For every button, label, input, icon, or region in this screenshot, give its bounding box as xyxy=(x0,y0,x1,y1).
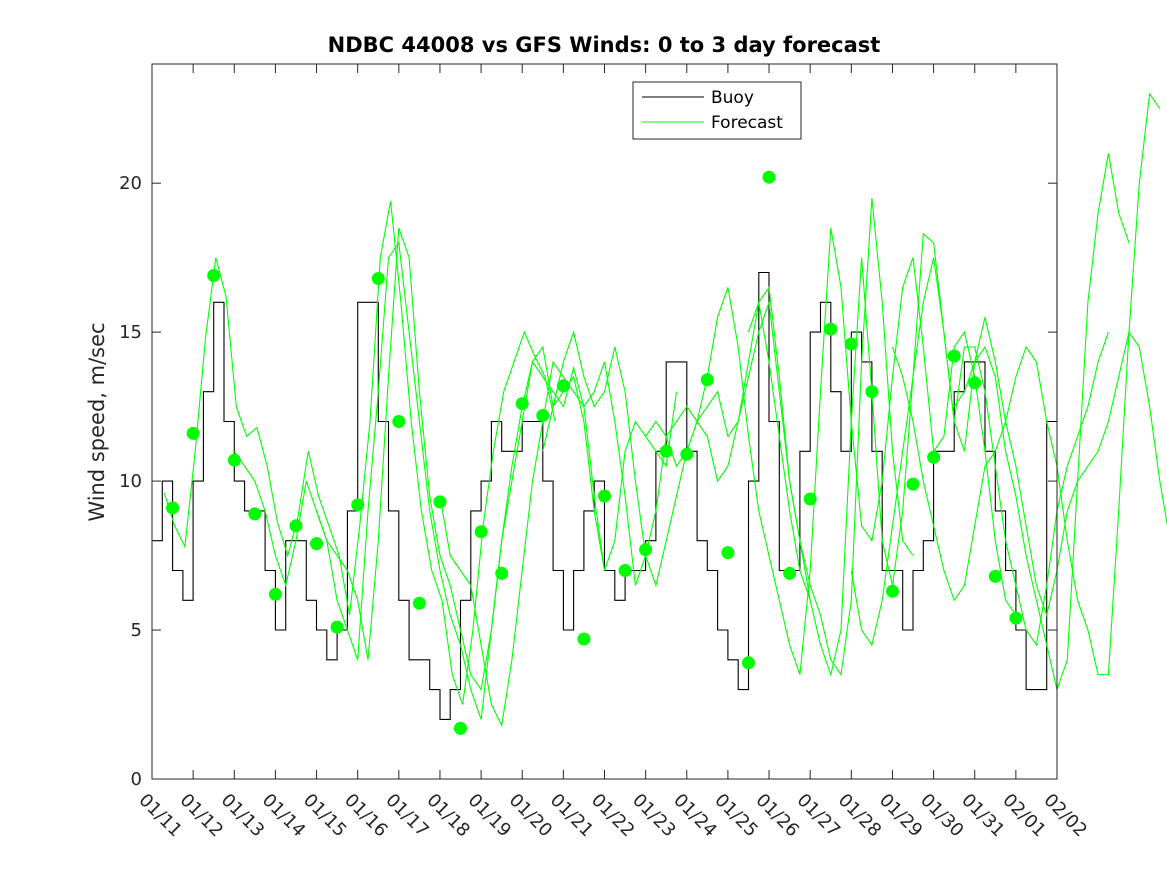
analysis-point xyxy=(618,564,632,577)
analysis-point xyxy=(412,596,426,610)
analysis-point xyxy=(515,397,529,411)
y-axis-label: Wind speed, m/sec xyxy=(85,322,109,521)
analysis-point xyxy=(700,373,714,387)
analysis-point xyxy=(762,170,776,184)
analysis-point xyxy=(351,498,365,512)
analysis-point xyxy=(392,415,406,428)
analysis-point xyxy=(742,656,755,670)
analysis-point xyxy=(454,721,467,735)
forecast-series-line-1 xyxy=(163,200,556,705)
analysis-point xyxy=(289,519,303,533)
analysis-point xyxy=(474,525,488,539)
analysis-point xyxy=(207,269,221,282)
analysis-point xyxy=(639,543,653,557)
analysis-point xyxy=(1009,611,1023,625)
analysis-point xyxy=(268,587,282,601)
axes-background xyxy=(152,64,1057,779)
analysis-point xyxy=(906,477,920,491)
series-layer xyxy=(152,92,1167,735)
legend-buoy-label: Buoy xyxy=(711,88,754,108)
analysis-point xyxy=(310,537,323,551)
analysis-point xyxy=(680,447,694,461)
analysis-point xyxy=(598,489,611,503)
forecast-series-line-4 xyxy=(439,302,811,728)
y-tick-label: 15 xyxy=(119,322,142,343)
analysis-point xyxy=(927,450,941,464)
analysis-point xyxy=(186,426,200,440)
analysis-point xyxy=(865,385,879,399)
forecast-series-line-5 xyxy=(542,198,914,677)
legend-frame xyxy=(632,81,802,140)
analysis-point xyxy=(721,546,735,560)
analysis-point xyxy=(248,507,262,521)
analysis-point xyxy=(659,444,673,458)
forecast-series-line-3 xyxy=(315,227,678,692)
analysis-point xyxy=(783,566,797,580)
analysis-point xyxy=(844,337,858,351)
analysis-point xyxy=(947,349,961,363)
analysis-point xyxy=(433,495,447,509)
analysis-point xyxy=(371,272,385,285)
buoy-series-line xyxy=(152,183,1058,720)
analysis-point xyxy=(330,620,344,634)
analysis-point xyxy=(824,322,838,336)
plot-area: 0510152001/1101/1201/1301/1401/1501/1601… xyxy=(119,63,1167,841)
analysis-point xyxy=(803,492,817,506)
analysis-point xyxy=(166,501,180,515)
analysis-point xyxy=(227,453,241,467)
analysis-point xyxy=(886,584,899,598)
y-tick-label: 20 xyxy=(119,173,142,194)
forecast-series-line-9 xyxy=(891,92,1161,676)
y-tick-label: 10 xyxy=(119,471,142,492)
y-tick-label: 0 xyxy=(131,769,142,790)
chart-title: NDBC 44008 vs GFS Winds: 0 to 3 day fore… xyxy=(328,33,881,57)
forecast-series-line-2 xyxy=(233,241,606,720)
analysis-point xyxy=(495,566,509,580)
forecast-series-line-8 xyxy=(850,257,1167,647)
y-tick-label: 5 xyxy=(131,620,142,641)
analysis-point xyxy=(968,376,982,390)
analysis-point xyxy=(577,632,591,646)
forecast-series-line-10 xyxy=(953,153,1130,692)
legend-forecast-label: Forecast xyxy=(711,113,783,133)
analysis-point xyxy=(556,379,570,393)
analysis-point xyxy=(988,569,1002,583)
legend: Buoy Forecast xyxy=(632,81,802,140)
forecast-series-line-7 xyxy=(747,232,1109,677)
analysis-point xyxy=(536,409,550,422)
